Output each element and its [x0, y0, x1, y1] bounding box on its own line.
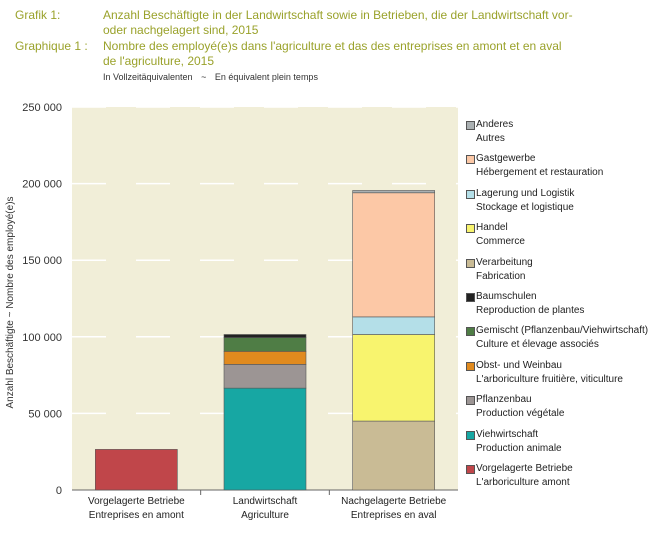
unit-separator: ~ [201, 72, 207, 82]
chart-title-fr: Nombre des employé(e)s dans l'agricultur… [103, 39, 562, 68]
legend-swatch [466, 396, 475, 406]
y-axis-label: Anzahl Beschäftigte ~ Nombre des employé… [5, 196, 16, 408]
legend-label-fr: Fabrication [476, 270, 526, 282]
y-tick-label: 200 000 [22, 179, 62, 191]
bar-segment [223, 337, 307, 352]
bar-segment [352, 192, 435, 318]
legend-swatch [466, 189, 475, 199]
legend-label-fr: Production végétale [476, 408, 565, 420]
legend-label-fr: Production animale [476, 442, 562, 454]
chart-title-de: Anzahl Beschäftigte in der Landwirtschaf… [103, 8, 573, 37]
y-tick-label: 100 000 [22, 332, 62, 344]
x-tick-label: Entreprises en aval [351, 510, 437, 521]
bar-segment [223, 364, 307, 389]
legend-label-de: Gastgewerbe [476, 153, 536, 165]
legend-label-de: Vorgelagerte Betriebe [476, 463, 573, 474]
legend-label-de: Lagerung und Logistik [476, 187, 575, 199]
legend-label-fr: Hébergement et restauration [476, 167, 604, 179]
legend-label-fr: Culture et élevage associés [476, 339, 599, 351]
x-tick-label: Vorgelagerte Betriebe [88, 496, 185, 507]
bar-segment [223, 387, 307, 491]
legend-swatch [466, 258, 475, 268]
x-tick-label: Entreprises en amont [89, 510, 184, 521]
legend-label-fr: Reproduction de plantes [476, 305, 585, 316]
legend-label-de: Pflanzenbau [476, 394, 532, 406]
x-tick-label: Landwirtschaft [233, 496, 298, 507]
legend-label-de: Handel [476, 222, 508, 234]
unit-fr: En équivalent plein temps [214, 72, 318, 82]
legend-swatch [466, 293, 475, 302]
chart-label-fr: Graphique 1 : [15, 39, 88, 53]
legend-label-fr: L'arboriculture amont [476, 477, 570, 488]
bar-segment [352, 190, 435, 194]
bar-segment [223, 351, 307, 365]
unit-de: In Vollzeitäquivalenten [103, 72, 193, 82]
chart-label-de: Grafik 1: [15, 8, 61, 22]
legend-label-de: Verarbeitung [476, 256, 533, 268]
legend-label-fr: Stockage et logistique [476, 201, 574, 213]
legend-swatch [466, 121, 475, 130]
y-tick-label: 50 000 [28, 408, 62, 420]
x-tick-label: Agriculture [241, 510, 289, 521]
legend-label-de: Obst- und Weinbau [476, 359, 562, 371]
legend-label-de: Gemischt (Pflanzenbau/Viehwirtschaft) [476, 325, 649, 337]
legend-swatch [466, 430, 475, 440]
legend-swatch [466, 327, 475, 337]
legend-label-fr: Autres [476, 133, 505, 144]
legend-swatch [466, 465, 475, 474]
legend-swatch [466, 361, 475, 371]
legend-swatch [466, 224, 475, 234]
x-tick-label: Nachgelagerte Betriebe [341, 496, 447, 507]
legend-label-de: Anderes [476, 119, 514, 130]
legend-label-fr: Commerce [476, 236, 525, 248]
legend-label-de: Baumschulen [476, 291, 537, 302]
bar-segment [352, 334, 435, 422]
bar-segment [223, 334, 307, 338]
y-tick-label: 250 000 [22, 102, 62, 114]
legend-swatch [466, 155, 475, 165]
bar-segment [352, 316, 435, 335]
legend-label-de: Viehwirtschaft [476, 428, 539, 440]
unit-note: In Vollzeitäquivalenten ~ En équivalent … [103, 72, 324, 82]
legend-label-fr: L'arboriculture fruitière, viticulture [476, 373, 623, 385]
y-tick-label: 150 000 [22, 255, 62, 267]
y-tick-label: 0 [56, 485, 62, 497]
bar-segment [95, 449, 178, 491]
bar-segment [352, 420, 435, 491]
